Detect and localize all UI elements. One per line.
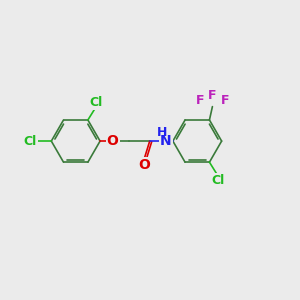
Text: H: H xyxy=(157,126,168,139)
Text: F: F xyxy=(220,94,229,106)
Text: O: O xyxy=(138,158,150,172)
Text: Cl: Cl xyxy=(23,135,37,148)
Text: F: F xyxy=(196,94,204,106)
Text: O: O xyxy=(106,134,119,148)
Text: F: F xyxy=(208,89,217,102)
Text: Cl: Cl xyxy=(90,96,103,109)
Text: N: N xyxy=(160,134,172,148)
Text: Cl: Cl xyxy=(211,173,224,187)
